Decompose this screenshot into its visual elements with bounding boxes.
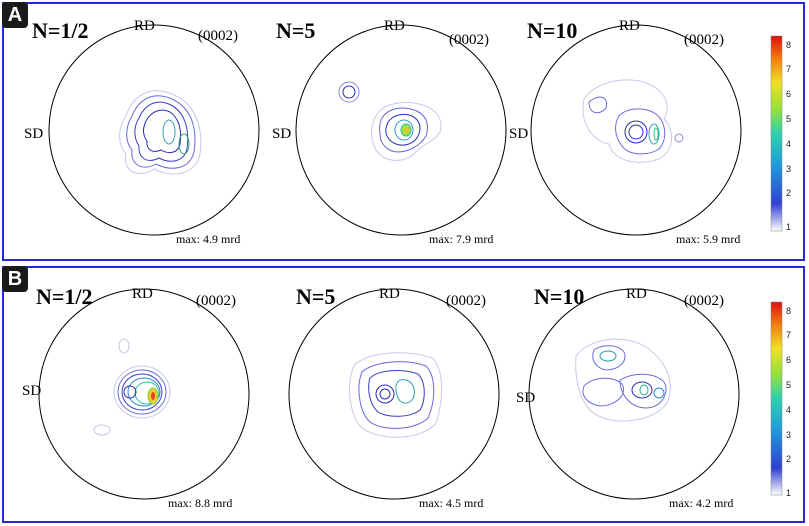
colorbar-a-tick-7: 7 — [786, 64, 792, 74]
pole-figure-b1 — [38, 288, 250, 500]
pole-figure-a2 — [295, 24, 507, 236]
plane-label-a2: (0002) — [449, 32, 489, 48]
panel-b: B — [2, 266, 805, 523]
colorbar-a-tick-1: 1 — [786, 222, 792, 232]
max-label-a2: max: 7.9 mrd — [429, 232, 494, 246]
max-label-b1: max: 8.8 mrd — [168, 496, 233, 510]
rd-label-b3: RD — [626, 286, 647, 302]
plane-label-b2: (0002) — [446, 293, 486, 309]
panel-a-figures — [48, 24, 783, 236]
plane-label-b3: (0002) — [684, 293, 724, 309]
max-label-a3: max: 5.9 mrd — [676, 232, 741, 246]
colorbar-a-tick-2: 2 — [786, 188, 792, 198]
panel-b-badge: B — [2, 266, 28, 292]
max-label-b3: max: 4.2 mrd — [669, 496, 734, 510]
colorbar-b-tick-1: 1 — [786, 488, 792, 498]
colorbar-b-tick-3: 3 — [786, 430, 792, 440]
colorbar-a-tick-3: 3 — [786, 164, 792, 174]
rd-label-a2: RD — [384, 18, 405, 34]
title-a2: N=5 — [276, 18, 316, 43]
pole-figure-a3 — [530, 24, 742, 236]
pole-figure-a1 — [48, 24, 260, 236]
colorbar-b-tick-7: 7 — [786, 330, 792, 340]
rd-label-a3: RD — [619, 18, 640, 34]
plane-label-a1: (0002) — [198, 28, 238, 44]
colorbar-b-tick-5: 5 — [786, 380, 792, 390]
title-b2: N=5 — [296, 284, 336, 309]
sd-label-b3: SD — [516, 390, 536, 406]
colorbar-a — [770, 35, 783, 232]
panel-a: A — [2, 2, 805, 261]
colorbar-a-tick-8: 8 — [786, 40, 792, 50]
pole-figure-b3 — [528, 288, 740, 500]
colorbar-b-tick-4: 4 — [786, 405, 792, 415]
rd-label-b2: RD — [379, 286, 400, 302]
colorbar-b — [770, 301, 783, 496]
rd-label-b1: RD — [132, 286, 153, 302]
panel-a-badge: A — [2, 2, 28, 28]
plane-label-b1: (0002) — [196, 293, 236, 309]
colorbar-b-tick-2: 2 — [786, 454, 792, 464]
pole-figure-b2 — [288, 288, 500, 500]
sd-label-b1: SD — [22, 383, 42, 399]
plane-label-a3: (0002) — [684, 32, 724, 48]
title-a1: N=1/2 — [32, 18, 89, 43]
colorbar-a-tick-5: 5 — [786, 114, 792, 124]
sd-label-a3: SD — [509, 126, 529, 142]
max-label-b2: max: 4.5 mrd — [419, 496, 484, 510]
colorbar-b-tick-8: 8 — [786, 306, 792, 316]
colorbar-b-tick-6: 6 — [786, 355, 792, 365]
sd-label-a1: SD — [24, 126, 44, 142]
panel-b-figures — [38, 288, 783, 500]
title-b1: N=1/2 — [36, 284, 93, 309]
title-a3: N=10 — [527, 18, 578, 43]
title-b3: N=10 — [534, 284, 585, 309]
colorbar-a-tick-6: 6 — [786, 89, 792, 99]
sd-label-a2: SD — [272, 126, 292, 142]
max-label-a1: max: 4.9 mrd — [176, 232, 241, 246]
rd-label-a1: RD — [134, 18, 155, 34]
colorbar-a-tick-4: 4 — [786, 139, 792, 149]
